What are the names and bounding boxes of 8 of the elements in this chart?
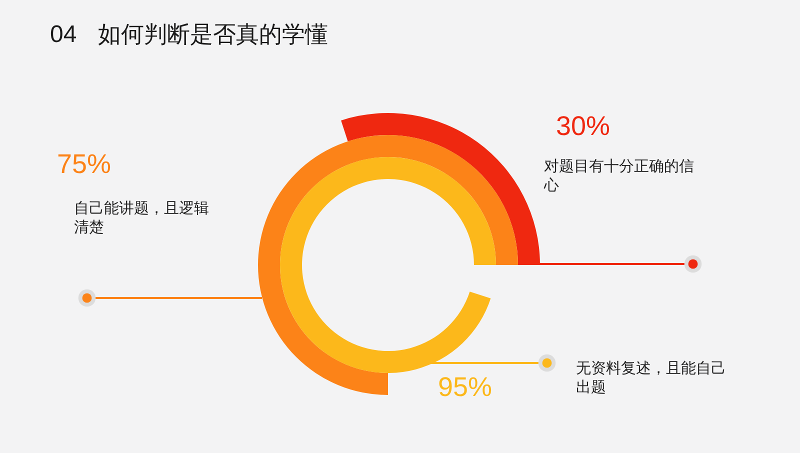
category-label: 自己能讲题，且逻辑清楚	[74, 199, 209, 236]
category-label: 无资料复述，且能自己出题	[576, 359, 726, 396]
data-label: 75%	[56, 149, 112, 179]
data-label: 30%	[556, 111, 610, 141]
data-label: 95%	[438, 372, 492, 402]
category-label: 对题目有十分正确的信心	[543, 157, 694, 194]
text: 04	[50, 21, 77, 48]
text: 如何判断是否真的学懂	[98, 22, 328, 48]
